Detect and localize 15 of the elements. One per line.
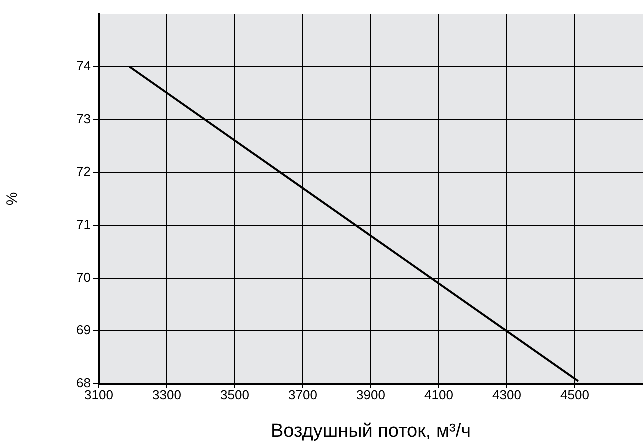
y-tick-label: 69 (76, 322, 91, 338)
y-tick-label: 73 (76, 111, 91, 126)
x-tick-label: 3700 (288, 387, 318, 402)
y-tick-label: 71 (76, 217, 91, 232)
x-tick-label: 3900 (356, 387, 386, 402)
y-tick-label: 72 (76, 164, 91, 180)
x-tick-label: 4300 (492, 387, 522, 402)
y-axis-title: % (4, 192, 22, 206)
y-tick-label: 70 (76, 270, 91, 285)
y-tick-label: 74 (76, 58, 91, 74)
x-tick-label: 4100 (424, 387, 454, 402)
x-tick-label: 3500 (220, 387, 250, 402)
x-tick-label: 3300 (152, 387, 182, 402)
x-tick-label: 4500 (560, 387, 590, 402)
x-axis-title: Воздушный поток, м³/ч (270, 420, 472, 442)
